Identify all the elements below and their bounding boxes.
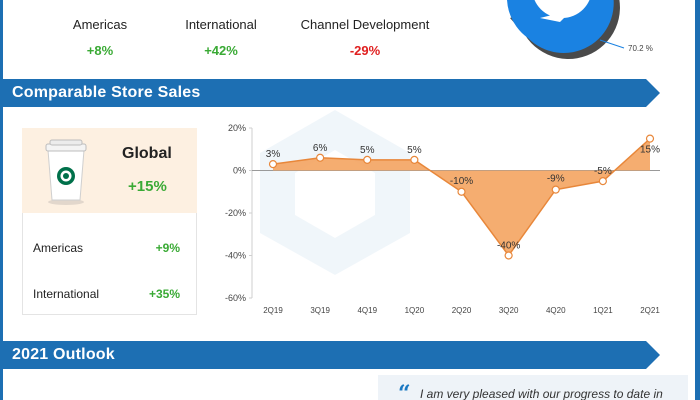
segment-name: Channel Development <box>300 17 430 32</box>
outlook-banner: 2021 Outlook <box>0 341 660 369</box>
comparable-sales-chart: 20% 0% -20% -40% -60% 3% 2Q19 6% 3Q19 5% 4Q19 5% 1Q2… <box>225 123 660 315</box>
region-name: International <box>33 287 100 301</box>
y-tick-label: 20% <box>228 123 246 133</box>
data-label: -40% <box>497 241 520 252</box>
outlook-quote-box: “ I am very pleased with our progress to… <box>378 375 688 400</box>
quote-mark-icon: “ <box>398 381 411 400</box>
global-title: Global <box>122 145 172 162</box>
comparable-sales-banner: Comparable Store Sales <box>0 79 660 107</box>
section-title: Comparable Store Sales <box>12 84 201 101</box>
donut-gap <box>540 10 572 22</box>
x-tick-label: 1Q21 <box>593 306 613 315</box>
data-label: -10% <box>450 176 473 187</box>
section-title: 2021 Outlook <box>12 346 115 363</box>
right-frame-border <box>695 0 700 400</box>
coffee-cup-icon <box>45 139 87 205</box>
global-value: +15% <box>128 178 167 195</box>
data-point <box>551 185 560 194</box>
data-label: 6% <box>313 143 328 154</box>
x-tick-label: 1Q20 <box>405 306 425 315</box>
region-value: +35% <box>148 287 180 301</box>
x-tick-label: 3Q19 <box>310 306 330 315</box>
x-tick-label: 2Q19 <box>263 306 283 315</box>
segment-value: +8% <box>86 43 114 58</box>
y-tick-label: -60% <box>225 293 246 303</box>
data-point <box>598 177 607 186</box>
segment-value: +42% <box>204 43 238 58</box>
banner-shape <box>0 341 660 369</box>
segment-name: International <box>185 17 257 32</box>
data-point <box>645 134 655 143</box>
donut-label-leader <box>599 39 625 49</box>
data-point <box>410 155 419 164</box>
data-label: 15% <box>640 145 660 156</box>
x-tick-label: 4Q19 <box>357 306 377 315</box>
region-card: Americas +9% International +35% <box>22 213 197 315</box>
banner-shape <box>0 79 660 107</box>
y-tick-label: -40% <box>225 251 246 261</box>
series-line <box>272 138 651 257</box>
data-label: -9% <box>547 174 565 185</box>
data-label: 3% <box>266 149 281 160</box>
region-value: +9% <box>155 241 180 255</box>
watermark-logo <box>260 110 410 275</box>
x-tick-label: 2Q20 <box>452 306 472 315</box>
donut-hole <box>534 0 590 18</box>
global-card: Global +15% <box>22 128 197 213</box>
area-fill <box>273 138 650 256</box>
x-tick-label: 3Q20 <box>499 306 519 315</box>
segment-name: Americas <box>72 17 128 32</box>
y-tick-label: 0% <box>233 166 246 176</box>
data-point <box>363 155 372 164</box>
segment-value: -29% <box>349 43 381 58</box>
donut-share-label: 70.2 % <box>628 44 653 53</box>
data-label: -5% <box>594 166 612 177</box>
data-point <box>268 160 278 169</box>
y-tick-label: -20% <box>225 208 246 218</box>
data-point <box>457 187 466 196</box>
x-tick-label: 4Q20 <box>546 306 566 315</box>
data-point <box>316 153 325 162</box>
left-frame-border <box>0 0 3 400</box>
region-name: Americas <box>33 241 84 255</box>
x-tick-label: 2Q21 <box>640 306 660 315</box>
data-label: 5% <box>360 145 375 156</box>
data-label: 5% <box>407 145 422 156</box>
revenue-share-donut <box>507 0 625 59</box>
data-point <box>504 251 513 260</box>
donut-slice-main <box>507 0 614 54</box>
outlook-quote: I am very pleased with our progress to d… <box>420 387 663 400</box>
